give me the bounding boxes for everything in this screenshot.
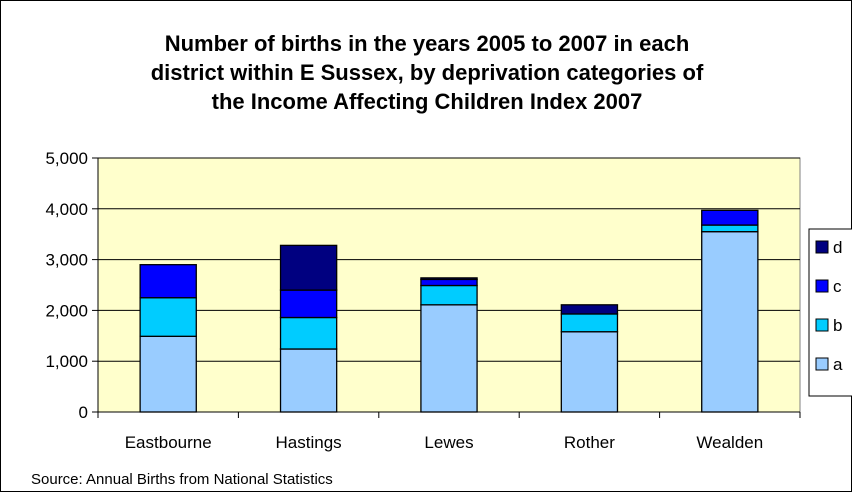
- y-tick-label: 2,000: [45, 301, 88, 320]
- y-tick-label: 4,000: [45, 200, 88, 219]
- bar-segment-a: [139, 335, 197, 413]
- chart-title-line-3: the Income Affecting Children Index 2007: [211, 89, 643, 114]
- legend-label-d: d: [833, 238, 842, 257]
- bar-segment-a: [420, 304, 478, 413]
- x-tick-label: Rother: [564, 433, 615, 452]
- bar-segment-b: [420, 284, 478, 306]
- axes: [92, 157, 801, 418]
- x-tick-label: Lewes: [424, 433, 473, 452]
- bar-segment-c: [139, 264, 197, 299]
- bar-segment-b: [560, 313, 619, 333]
- y-tick-label: 1,000: [45, 352, 88, 371]
- x-tick-labels: Eastbourne Hastings Lewes Rother Wealden: [125, 433, 763, 452]
- bar-segment-c: [701, 209, 759, 226]
- legend: d c b a: [808, 228, 852, 397]
- chart-title-line-2: district within E Sussex, by deprivation…: [150, 60, 704, 85]
- bar-segment-d: [560, 304, 619, 315]
- bar-segment-a: [560, 331, 619, 413]
- y-tick-label: 5,000: [45, 149, 88, 168]
- chart-title-line-1: Number of births in the years 2005 to 20…: [164, 31, 690, 56]
- bar-segment-c: [420, 278, 478, 287]
- legend-label-c: c: [833, 277, 842, 296]
- legend-swatch-a: [815, 357, 829, 371]
- legend-swatch-c: [815, 279, 829, 293]
- bar-segment-b: [279, 316, 338, 350]
- x-tick-label: Hastings: [276, 433, 342, 452]
- bar-segment-d: [279, 244, 338, 291]
- legend-label-a: a: [833, 355, 843, 374]
- legend-swatch-b: [815, 318, 829, 332]
- bar-segment-c: [279, 289, 338, 319]
- chart-title: Number of births in the years 2005 to 20…: [1, 29, 852, 116]
- bar-segment-d: [420, 277, 478, 281]
- bars: [139, 209, 759, 413]
- x-tick-label: Wealden: [696, 433, 763, 452]
- bar-segment-b: [701, 224, 759, 233]
- x-tick-label: Eastbourne: [125, 433, 212, 452]
- y-tick-label: 3,000: [45, 251, 88, 270]
- legend-box: [808, 228, 852, 397]
- y-tick-labels: 0 1,000 2,000 3,000 4,000 5,000: [45, 149, 88, 422]
- bar-segment-a: [701, 231, 759, 413]
- bar-segment-b: [139, 297, 197, 337]
- y-tick-label: 0: [79, 403, 88, 422]
- legend-label-b: b: [833, 316, 842, 335]
- legend-swatch-d: [815, 240, 829, 254]
- source-note: Source: Annual Births from National Stat…: [31, 471, 333, 488]
- bar-segment-a: [279, 348, 338, 413]
